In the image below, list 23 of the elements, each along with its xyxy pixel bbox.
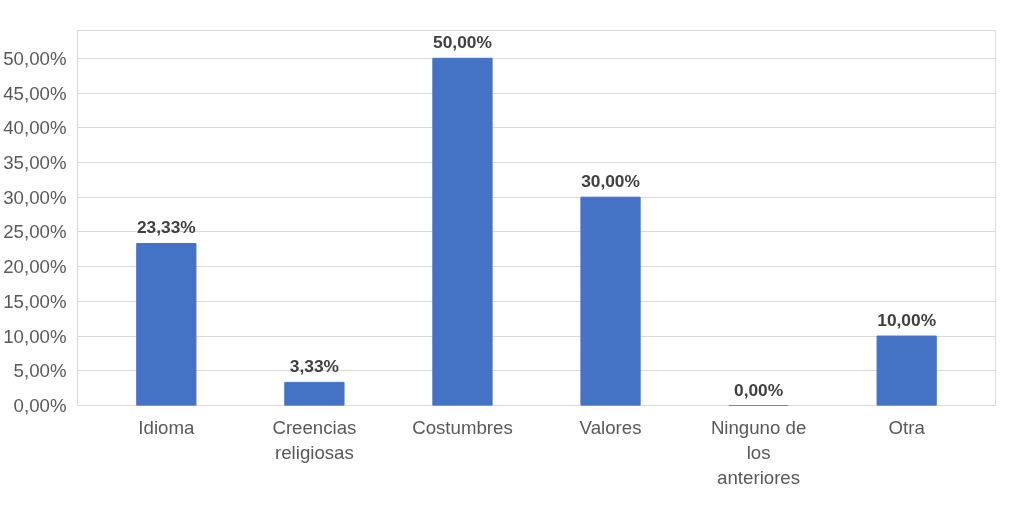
x-tick-label: Costumbres: [412, 416, 513, 438]
y-tick-label: 10,00%: [3, 325, 67, 347]
y-tick-label: 15,00%: [3, 290, 67, 312]
data-label: 10,00%: [877, 310, 937, 331]
x-tick-label: Creencias religiosas: [272, 416, 357, 463]
y-tick-label: 50,00%: [3, 47, 67, 69]
y-tick-label: 0,00%: [13, 395, 67, 416]
data-label: 3,33%: [289, 356, 339, 377]
y-tick-label: 25,00%: [3, 221, 67, 243]
y-tick-label: 35,00%: [3, 151, 67, 173]
y-tick-label: 40,00%: [3, 117, 67, 139]
y-tick-label: 5,00%: [13, 360, 67, 382]
data-label: 0,00%: [734, 379, 784, 400]
data-label: 30,00%: [581, 171, 640, 192]
x-tick-label: Ninguno de los anteriores: [710, 416, 807, 488]
x-tick-label: Otra: [888, 416, 926, 438]
x-tick-label: Valores: [579, 416, 642, 438]
y-tick-label: 45,00%: [3, 82, 67, 104]
data-label: 23,33%: [136, 217, 196, 238]
y-tick-label: 20,00%: [3, 256, 67, 278]
x-tick-label: Idioma: [138, 416, 195, 438]
y-tick-label: 30,00%: [3, 186, 67, 208]
data-label: 50,00%: [433, 32, 492, 53]
